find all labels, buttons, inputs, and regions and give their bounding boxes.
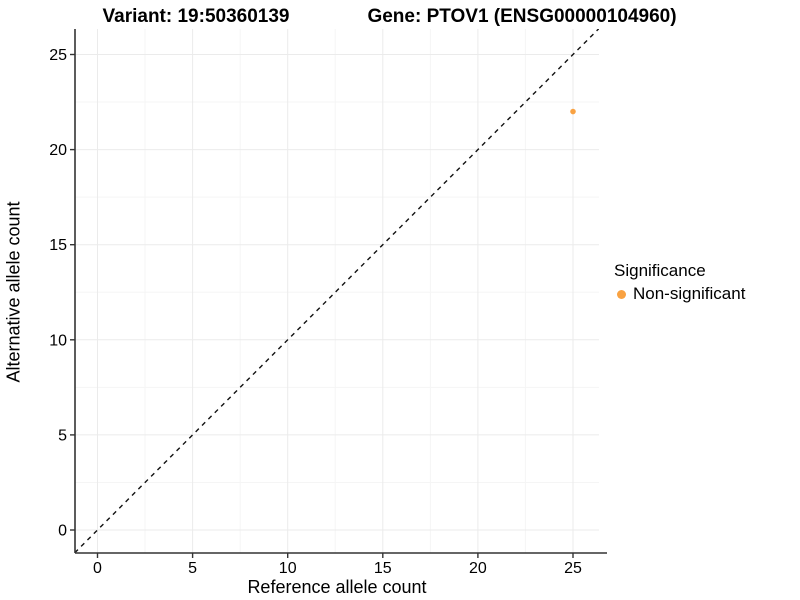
data-point (570, 108, 576, 115)
y-tick-label: 25 (49, 47, 67, 64)
x-tick-label: 25 (564, 560, 582, 577)
gene-title: Gene: PTOV1 (ENSG00000104960) (367, 6, 677, 27)
legend-item-non-significant: Non-significant (614, 284, 745, 304)
x-tick-label: 10 (279, 560, 297, 577)
variant-title: Variant: 19:50360139 (102, 6, 290, 27)
x-tick-label: 15 (374, 560, 392, 577)
y-tick-label: 10 (49, 332, 67, 349)
y-tick-label: 5 (58, 427, 67, 444)
legend-point-icon (617, 289, 626, 299)
y-tick-label: 20 (49, 142, 67, 159)
legend: Significance Non-significant (614, 261, 745, 304)
y-axis-title: Alternative allele count (3, 201, 24, 383)
y-tick-label: 0 (58, 523, 67, 540)
legend-item-label: Non-significant (633, 284, 746, 303)
x-tick-label: 5 (188, 560, 197, 577)
legend-title: Significance (614, 261, 706, 280)
x-tick-label: 0 (93, 560, 102, 577)
x-tick-label: 20 (469, 560, 487, 577)
x-axis-title: Reference allele count (247, 577, 427, 597)
identity-reference-line (75, 29, 599, 553)
y-tick-label: 15 (49, 237, 67, 254)
